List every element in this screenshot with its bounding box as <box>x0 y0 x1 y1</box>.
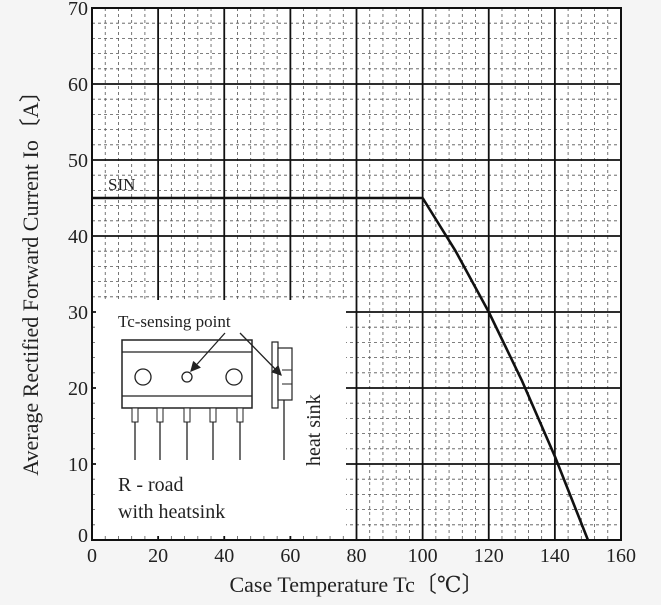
y-tick-label: 50 <box>68 150 88 172</box>
major-grid <box>92 8 621 540</box>
x-tick-labels: 0 20 40 60 80 100 120 140 160 <box>87 545 636 567</box>
x-axis-title: Case Temperature Tc〔℃〕 <box>229 572 483 597</box>
series-label: SIN <box>108 175 135 194</box>
heatsink-plate <box>271 341 279 409</box>
x-tick-label: 160 <box>606 545 636 567</box>
y-tick-label: 40 <box>68 226 88 248</box>
y-tick-label: 70 <box>68 0 88 20</box>
note-line-2: with heatsink <box>118 501 225 523</box>
x-tick-label: 40 <box>214 545 234 567</box>
plot-frame <box>91 7 622 541</box>
y-tick-label: 60 <box>68 74 88 96</box>
x-tick-label: 140 <box>540 545 570 567</box>
lead-shoulder <box>209 407 217 423</box>
y-tick-label: 20 <box>68 378 88 400</box>
mounting-hole <box>134 368 152 386</box>
sensing-arrow <box>190 332 226 372</box>
heatsink-label: heat sink <box>303 394 325 466</box>
series-line-sin <box>92 196 590 541</box>
sensing-point-marker <box>181 371 193 383</box>
sensing-arrow <box>239 332 282 376</box>
package-inset: Tc-sensing point heat sink R - road with he… <box>96 300 346 536</box>
note-line-1: R - road <box>118 474 184 496</box>
y-axis-title: Average Rectified Forward Current Io〔A〕 <box>18 80 43 475</box>
lead-shoulder <box>131 407 139 423</box>
x-tick-label: 80 <box>347 545 367 567</box>
lead-shoulder <box>156 407 164 423</box>
x-tick-label: 0 <box>87 545 97 567</box>
lead-shoulder <box>236 407 244 423</box>
x-tick-label: 100 <box>408 545 438 567</box>
lead-shoulder <box>183 407 191 423</box>
series-group: SIN <box>92 175 590 541</box>
mounting-hole <box>225 368 243 386</box>
y-tick-label: 30 <box>68 302 88 324</box>
y-tick-label: 0 <box>78 525 88 547</box>
x-tick-label: 120 <box>474 545 504 567</box>
x-tick-label: 60 <box>280 545 300 567</box>
x-tick-label: 20 <box>148 545 168 567</box>
tc-sensing-label: Tc-sensing point <box>118 312 231 331</box>
y-tick-labels: 0 10 20 30 40 50 60 70 <box>68 0 88 547</box>
y-tick-label: 10 <box>68 454 88 476</box>
